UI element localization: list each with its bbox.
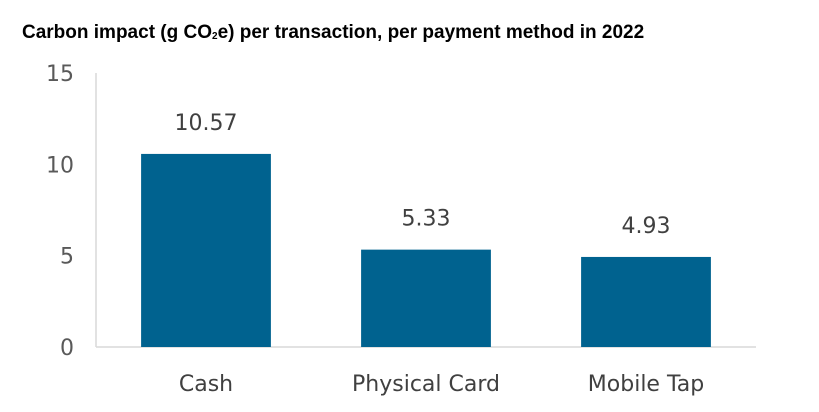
bar <box>581 256 711 347</box>
data-label: 4.93 <box>622 214 671 239</box>
y-tick-label: 15 <box>46 62 74 87</box>
bar <box>141 153 271 347</box>
x-tick-label: Physical Card <box>352 372 500 397</box>
x-tick-label: Mobile Tap <box>588 372 704 397</box>
y-tick-label: 5 <box>60 245 74 270</box>
y-tick-label: 10 <box>46 153 74 178</box>
x-tick-label: Cash <box>179 372 233 397</box>
y-tick-label: 0 <box>60 336 74 361</box>
bar <box>361 249 491 347</box>
data-label: 10.57 <box>175 111 238 136</box>
chart-title: Carbon impact (g CO2e) per transaction, … <box>22 22 645 43</box>
data-label: 5.33 <box>402 207 451 232</box>
